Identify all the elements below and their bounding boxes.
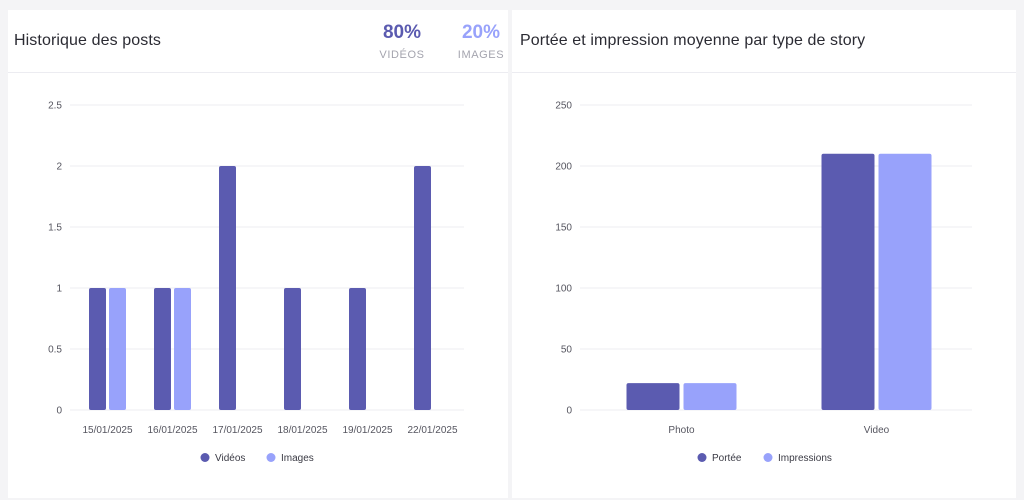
x-tick-label: 16/01/2025 bbox=[147, 425, 197, 436]
bar-vidéos-5 bbox=[414, 166, 431, 410]
x-tick-label: 19/01/2025 bbox=[342, 425, 392, 436]
posts-history-title: Historique des posts bbox=[14, 32, 161, 49]
bar-portée-1 bbox=[821, 153, 875, 411]
bar-vidéos-0 bbox=[89, 288, 106, 410]
videos-share-value: 80% bbox=[382, 22, 422, 43]
y-tick-label: 0.5 bbox=[48, 345, 62, 356]
bar-images-1 bbox=[174, 288, 191, 410]
bar-vidéos-1 bbox=[154, 288, 171, 410]
legend-label-images: Images bbox=[281, 453, 314, 464]
bar-vidéos-3 bbox=[284, 288, 301, 410]
bar-vidéos-2 bbox=[219, 166, 236, 410]
legend-marker-impressions bbox=[763, 453, 773, 462]
y-tick-label: 1 bbox=[56, 284, 62, 295]
y-tick-label: 200 bbox=[555, 162, 572, 173]
legend-marker-images bbox=[266, 453, 276, 462]
legend-label-portée: Portée bbox=[712, 453, 742, 464]
images-share-stat: 20% IMAGES bbox=[454, 22, 508, 61]
bar-impressions-0 bbox=[683, 383, 737, 410]
y-tick-label: 100 bbox=[555, 284, 572, 295]
x-tick-label: Video bbox=[864, 425, 890, 436]
x-tick-label: 15/01/2025 bbox=[82, 425, 132, 436]
x-tick-label: 22/01/2025 bbox=[407, 425, 457, 436]
story-reach-panel: Portée et impression moyenne par type de… bbox=[512, 10, 1016, 498]
x-tick-label: 18/01/2025 bbox=[277, 425, 327, 436]
y-tick-label: 250 bbox=[555, 101, 572, 112]
posts-history-chart: 0 0.5 1 1.5 2 2.5 15/01/2025 16/01/2025 17/01/20… bbox=[48, 101, 464, 464]
x-tick-label: 17/01/2025 bbox=[212, 425, 262, 436]
y-tick-label: 2.5 bbox=[48, 101, 62, 112]
bar-vidéos-4 bbox=[349, 288, 366, 410]
story-reach-title: Portée et impression moyenne par type de… bbox=[520, 32, 866, 49]
images-share-label: IMAGES bbox=[457, 49, 505, 61]
bar-portée-0 bbox=[626, 383, 680, 410]
videos-share-label: VIDÉOS bbox=[379, 49, 425, 61]
bar-images-0 bbox=[109, 288, 126, 410]
legend-marker-portée bbox=[697, 453, 707, 462]
y-tick-label: 50 bbox=[561, 345, 573, 356]
x-tick-label: Photo bbox=[668, 425, 695, 436]
videos-share-stat: 80% VIDÉOS bbox=[376, 22, 428, 61]
legend-marker-vidéos bbox=[200, 453, 210, 462]
y-tick-label: 0 bbox=[56, 406, 62, 417]
legend-label-impressions: Impressions bbox=[778, 453, 832, 464]
posts-history-panel: Historique des posts 80% VIDÉOS 20% IMAG… bbox=[8, 10, 508, 498]
legend-label-vidéos: Vidéos bbox=[215, 453, 245, 464]
story-reach-header: Portée et impression moyenne par type de… bbox=[512, 10, 1016, 73]
posts-history-header: Historique des posts 80% VIDÉOS 20% IMAG… bbox=[8, 10, 508, 73]
y-tick-label: 0 bbox=[566, 406, 572, 417]
y-tick-label: 1.5 bbox=[48, 223, 62, 234]
story-reach-chart: 0 50 100 150 200 250 Photo Video Portée Impressio… bbox=[555, 101, 972, 464]
y-tick-label: 2 bbox=[56, 162, 62, 173]
bar-impressions-1 bbox=[878, 153, 932, 411]
images-share-value: 20% bbox=[461, 22, 501, 43]
y-tick-label: 150 bbox=[555, 223, 572, 234]
